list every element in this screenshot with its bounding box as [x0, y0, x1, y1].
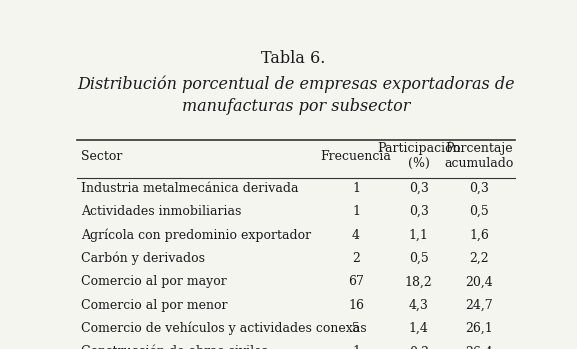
- Text: 0,5: 0,5: [469, 205, 489, 218]
- Text: 67: 67: [348, 275, 364, 288]
- Text: 4: 4: [352, 229, 360, 242]
- Text: Comercio de vehículos y actividades conexas: Comercio de vehículos y actividades cone…: [81, 322, 367, 335]
- Text: Agrícola con predominio exportador: Agrícola con predominio exportador: [81, 228, 311, 242]
- Text: 0,3: 0,3: [409, 346, 429, 349]
- Text: Sector: Sector: [81, 150, 122, 163]
- Text: 2,2: 2,2: [469, 252, 489, 265]
- Text: 0,5: 0,5: [409, 252, 429, 265]
- Text: 1: 1: [352, 346, 360, 349]
- Text: 0,3: 0,3: [409, 182, 429, 195]
- Text: Tabla 6.: Tabla 6.: [261, 50, 331, 67]
- Text: Industria metalmecánica derivada: Industria metalmecánica derivada: [81, 182, 298, 195]
- Text: Comercio al por mayor: Comercio al por mayor: [81, 275, 227, 288]
- Text: 1,6: 1,6: [469, 229, 489, 242]
- Text: 4,3: 4,3: [409, 299, 429, 312]
- Text: 26,1: 26,1: [465, 322, 493, 335]
- Text: 0,3: 0,3: [469, 182, 489, 195]
- Text: 2: 2: [352, 252, 360, 265]
- Text: 1: 1: [352, 205, 360, 218]
- Text: 1: 1: [352, 182, 360, 195]
- Text: Construcción de obras civiles: Construcción de obras civiles: [81, 346, 268, 349]
- Text: Actividades inmobiliarias: Actividades inmobiliarias: [81, 205, 241, 218]
- Text: 20,4: 20,4: [465, 275, 493, 288]
- Text: Participación
(%): Participación (%): [377, 142, 460, 170]
- Text: Comercio al por menor: Comercio al por menor: [81, 299, 227, 312]
- Text: 5: 5: [352, 322, 360, 335]
- Text: 18,2: 18,2: [405, 275, 433, 288]
- Text: 16: 16: [348, 299, 364, 312]
- Text: 1,1: 1,1: [409, 229, 429, 242]
- Text: 1,4: 1,4: [409, 322, 429, 335]
- Text: 0,3: 0,3: [409, 205, 429, 218]
- Text: 24,7: 24,7: [465, 299, 493, 312]
- Text: Frecuencia: Frecuencia: [321, 150, 392, 163]
- Text: Carbón y derivados: Carbón y derivados: [81, 252, 205, 265]
- Text: Porcentaje
acumulado: Porcentaje acumulado: [444, 142, 514, 170]
- Text: Distribución porcentual de empresas exportadoras de
manufacturas por subsector: Distribución porcentual de empresas expo…: [77, 75, 515, 114]
- Text: 26,4: 26,4: [465, 346, 493, 349]
